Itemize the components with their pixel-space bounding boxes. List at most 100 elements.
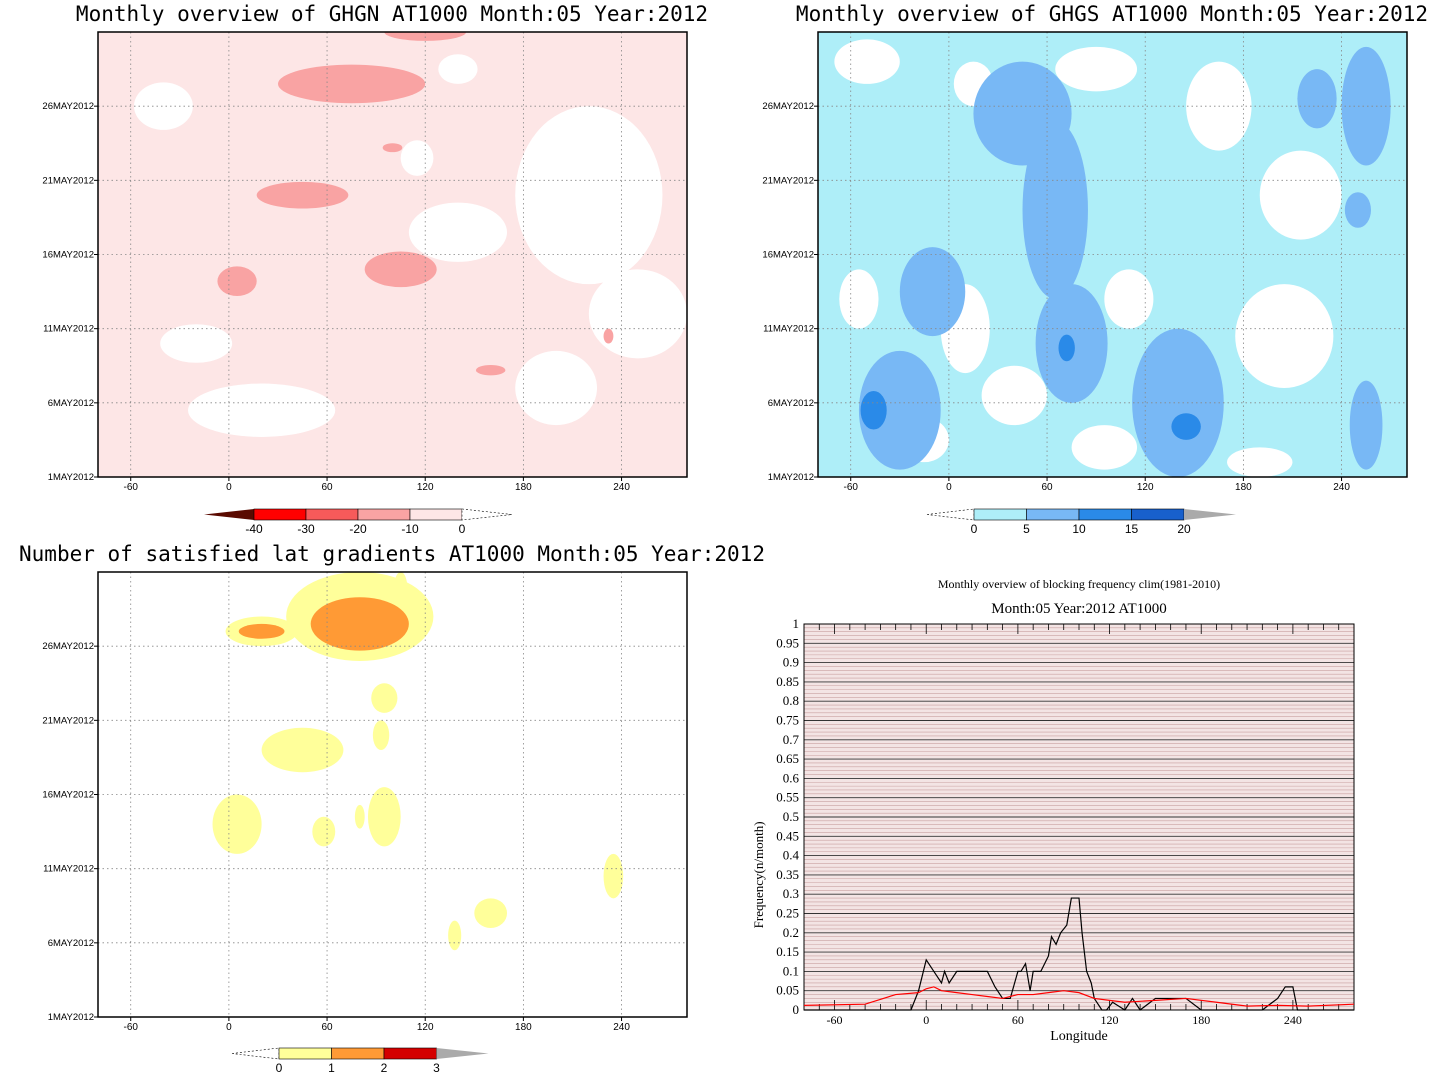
y-tick-label: 0.25 [776,906,799,921]
y-tick-label: 21MAY2012 [42,715,94,726]
x-tick-label: 60 [1012,1013,1024,1027]
contour-level-0-shape-6 [212,794,262,854]
plot-area [98,32,687,477]
y-tick-label: 0.35 [776,867,799,882]
y-tick-label: 0.1 [783,963,799,978]
x-tick-label: 180 [515,1022,532,1033]
contour-level-0-shape-2 [256,181,349,209]
contour-level-0-shape-5 [372,720,390,751]
contour-gap-0 [187,383,336,437]
x-tick-label: -60 [123,1022,138,1033]
contour-gap-8 [515,350,598,426]
colorbar-segment-0 [253,508,307,521]
y-tick-label: 0.95 [776,635,799,650]
contour-level-1-shape-2 [1058,334,1075,362]
colorbar-segment-0 [278,1047,332,1060]
series-line-1 [803,986,1355,1007]
y-tick-label: 0.6 [783,770,800,785]
contour-level-0-shape-2 [394,572,408,602]
heatmap-panel-1: Monthly overview of GHGN AT1000 Month:05… [42,2,708,536]
contour-level-0-shape-6 [475,365,506,376]
y-tick-label: 1 [793,616,800,631]
contour-level-0-shape-4 [1132,328,1224,477]
colorbar-segment-2 [383,1047,437,1060]
y-tick-label: 0.15 [776,944,799,959]
y-tick-label: 0.05 [776,983,799,998]
colorbar-tick-label: 20 [1177,522,1191,536]
line-chart-panel: Monthly overview of blocking frequency c… [751,577,1355,1044]
contour-gap-2 [1055,46,1138,92]
y-tick-label: 0.2 [783,925,799,940]
contour-gap-10 [1071,425,1138,470]
colorbar-tick-label: 0 [459,522,466,536]
contour-level-0-shape-9 [1344,192,1372,228]
y-tick-label: 0.65 [776,751,799,766]
colorbar-tick-label: 0 [276,1061,283,1075]
contour-gap-4 [400,140,434,176]
x-tick-label: 240 [613,482,630,493]
colorbar-max-arrow [436,1048,489,1059]
y-axis-label: Frequency(n/month) [751,821,766,928]
y-tick-label: 0.9 [783,655,799,670]
y-tick-label: 21MAY2012 [762,175,814,186]
colorbar-segment-3 [409,508,463,521]
x-tick-label: 0 [226,1022,232,1033]
x-tick-label: 240 [1284,1013,1302,1027]
y-tick-label: 0 [793,1002,800,1017]
y-tick-label: 0.55 [776,790,799,805]
y-tick-label: 6MAY2012 [768,398,814,409]
x-tick-label: 180 [1235,482,1252,493]
chart-title: Number of satisfied lat gradients AT1000… [19,542,765,566]
colorbar-segment-1 [1026,508,1080,521]
contour-level-0-shape-9 [354,804,365,829]
chart-subtitle: Month:05 Year:2012 AT1000 [991,601,1166,617]
colorbar-tick-label: 10 [1072,522,1086,536]
heatmap-panel-3: Number of satisfied lat gradients AT1000… [19,542,765,1075]
y-tick-label: 6MAY2012 [48,938,94,949]
colorbar: 0 1 2 3 [231,1047,489,1075]
contour-gap-3 [588,269,687,359]
colorbar: 0 5 10 15 20 [926,508,1236,536]
contour-level-0-shape-5 [382,143,403,153]
chart-title: Monthly overview of blocking frequency c… [938,577,1220,591]
y-tick-label: 0.85 [776,674,799,689]
colorbar-tick-label: 3 [433,1061,440,1075]
contour-level-0-shape-8 [367,787,401,847]
x-tick-label: 60 [1041,482,1053,493]
colorbar-tick-label: -20 [349,522,367,536]
x-tick-label: -60 [827,1013,843,1027]
colorbar-tick-label: 5 [1023,522,1030,536]
colorbar-segment-3 [1131,508,1185,521]
colorbar-segment-2 [1078,508,1132,521]
colorbar-tick-label: -10 [401,522,419,536]
contour-level-0-shape-0 [277,64,426,104]
y-tick-label: 11MAY2012 [43,864,94,875]
y-tick-label: 26MAY2012 [42,641,94,652]
contour-level-0-shape-12 [448,920,462,951]
contour-level-0-shape-7 [1297,69,1337,129]
contour-level-0-shape-8 [899,247,966,337]
colorbar-tick-label: 2 [381,1061,388,1075]
y-tick-label: 1MAY2012 [48,472,94,483]
y-tick-label: 21MAY2012 [42,175,94,186]
colorbar-max-arrow [461,508,513,521]
y-tick-label: 1MAY2012 [768,472,814,483]
colorbar-tick-label: -30 [297,522,315,536]
contour-gap-2 [515,106,663,285]
contour-gap-7 [839,269,879,329]
contour-gap-5 [133,82,193,130]
colorbar-tick-label: 0 [971,522,978,536]
y-tick-label: 0.75 [776,713,799,728]
chart-title: Monthly overview of GHGS AT1000 Month:05… [796,2,1428,26]
x-tick-label: 240 [613,1022,630,1033]
contour-gap-4 [1259,150,1342,240]
y-tick-label: 16MAY2012 [42,790,94,801]
colorbar-segment-1 [305,508,359,521]
colorbar: -40 -30 -20 -10 0 [204,508,513,536]
contour-level-0-shape-7 [312,816,336,847]
colorbar-tick-label: 1 [328,1061,335,1075]
background-hatching [804,623,1354,1011]
contour-level-1-shape-1 [310,597,409,651]
x-tick-label: 120 [417,1022,434,1033]
